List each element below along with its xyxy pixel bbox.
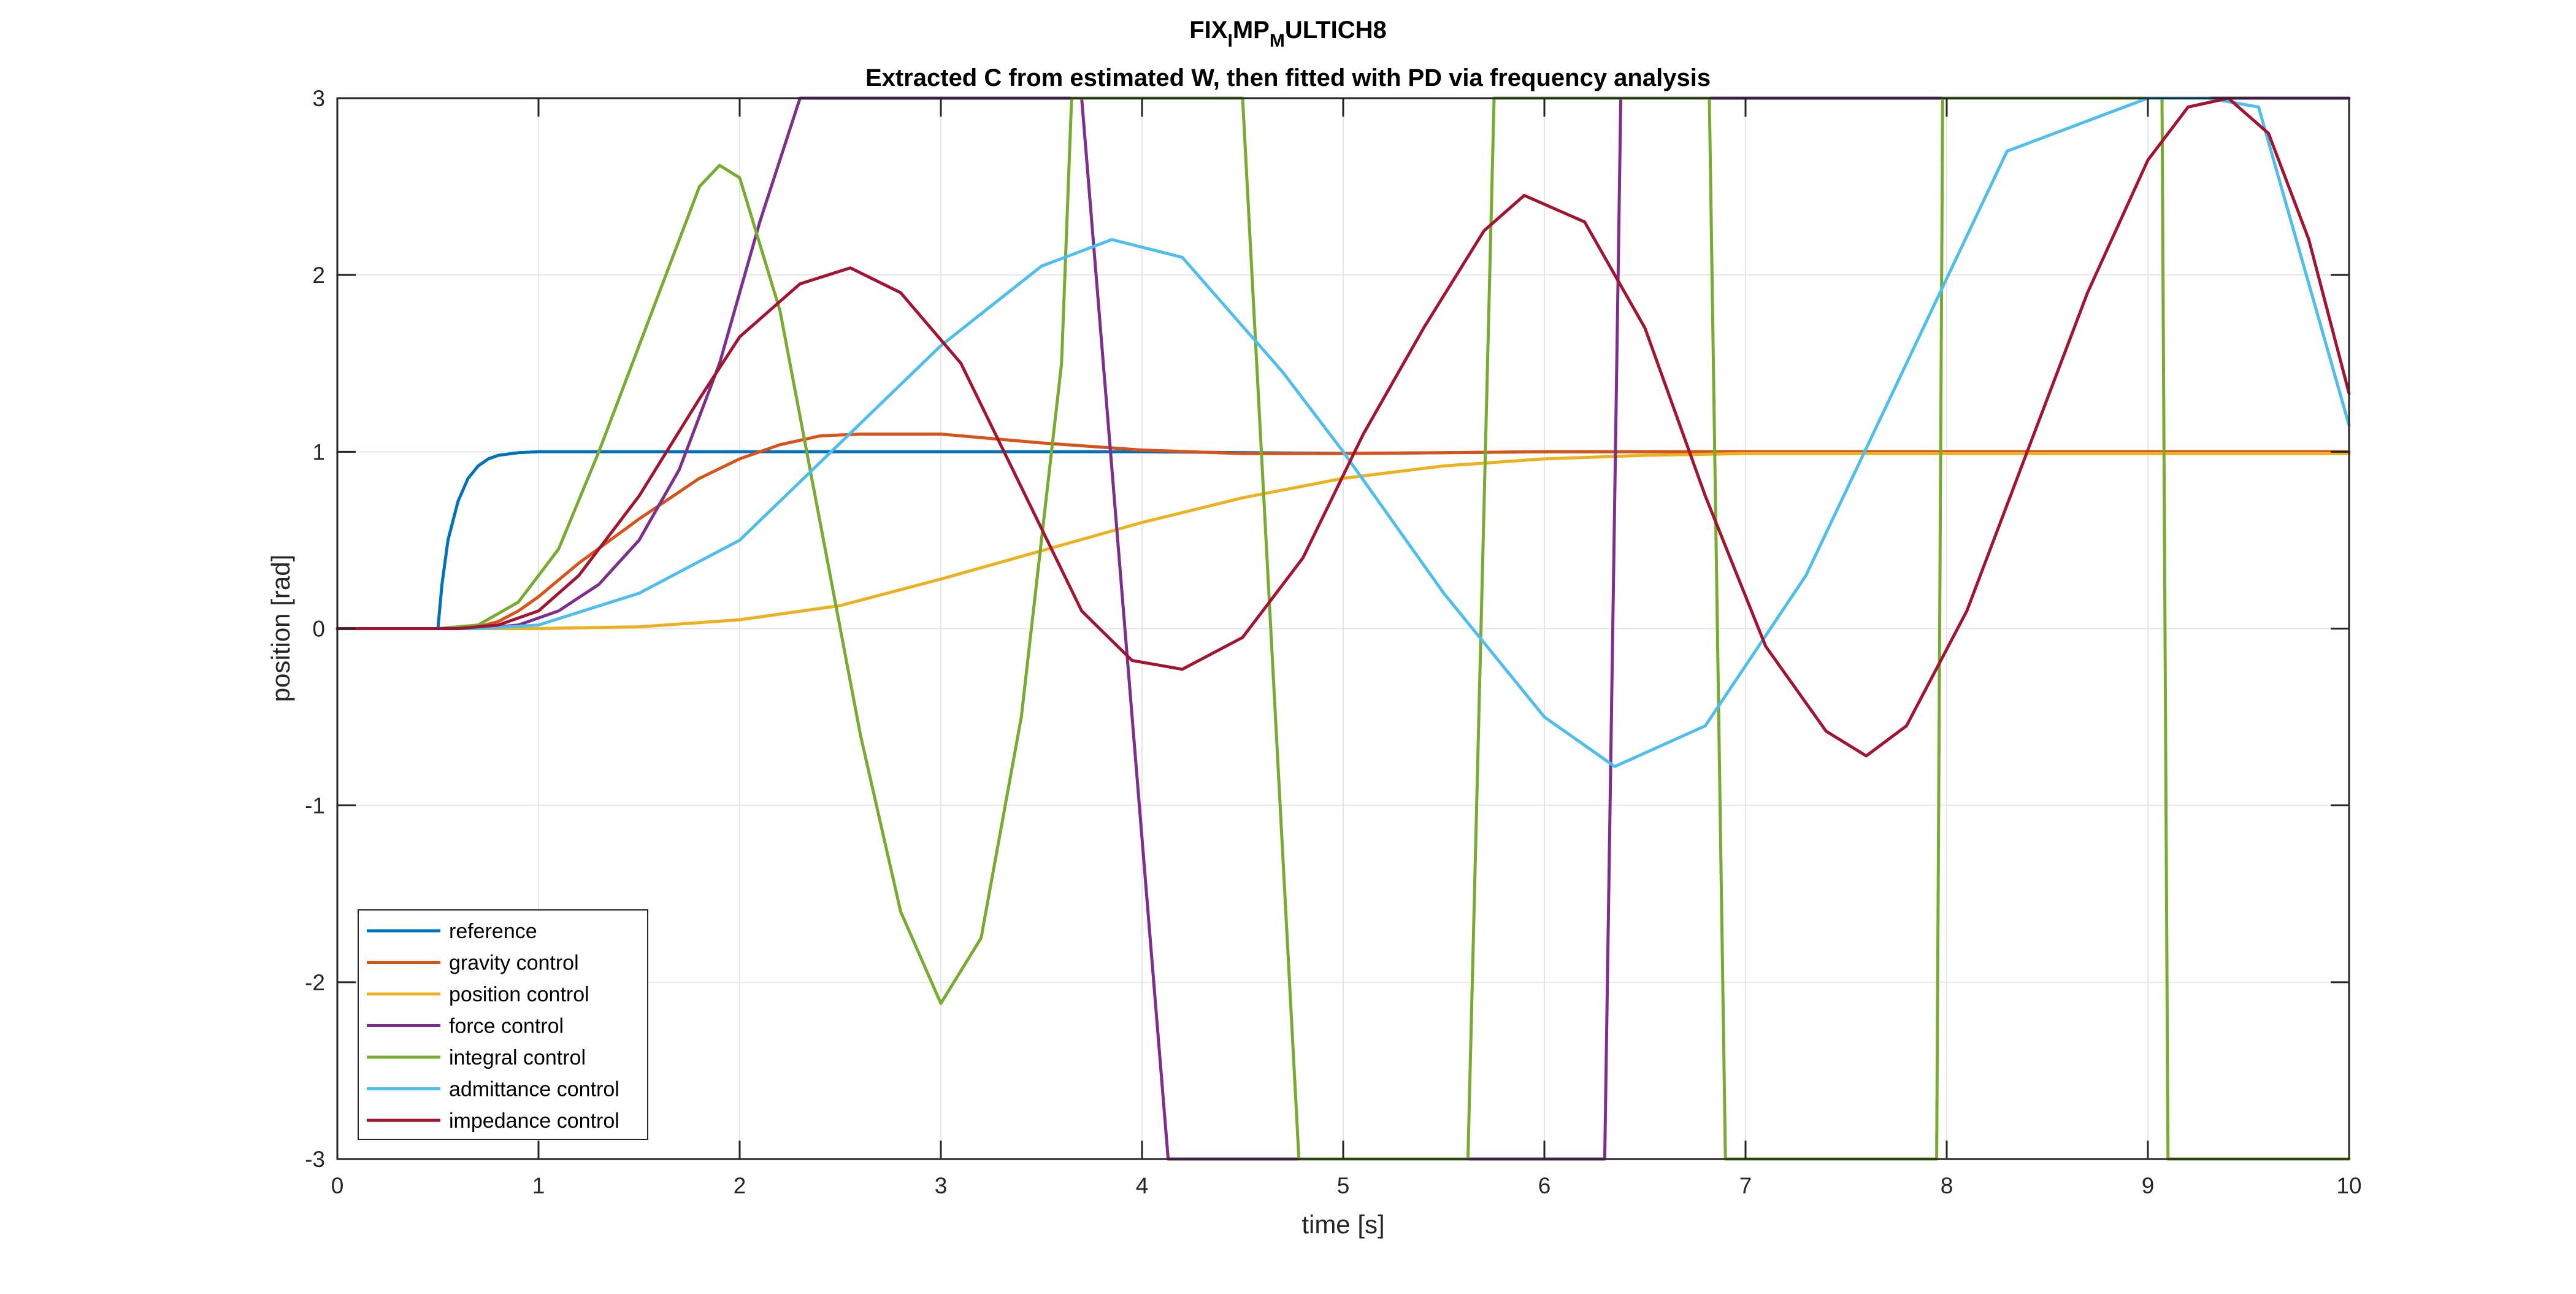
- series-line-admittance-control: [335, 96, 2351, 768]
- chart-subtitle: Extracted C from estimated W, then fitte…: [865, 64, 1711, 91]
- y-tick-label: -3: [305, 1147, 325, 1172]
- y-tick-label: 2: [312, 263, 325, 288]
- series-line-gravity-control: [335, 433, 2351, 630]
- x-tick-label: 5: [1337, 1173, 1350, 1198]
- axis-ticks: 0 1 2 3 4 5 6 7 8 9 10 -3 -2 -1 0 1 2 3: [305, 86, 2361, 1198]
- x-tick-label: 9: [2142, 1173, 2155, 1198]
- legend-box: [358, 909, 648, 1140]
- x-tick-label: 2: [734, 1173, 746, 1198]
- x-tick-label: 3: [935, 1173, 948, 1198]
- legend-label-position-control: position control: [449, 983, 589, 1006]
- x-tick-label: 8: [1941, 1173, 1953, 1198]
- x-tick-label: 6: [1538, 1173, 1551, 1198]
- legend-entries: reference gravity control position control…: [367, 920, 619, 1133]
- y-tick-label: 1: [312, 439, 325, 464]
- x-tick-label: 7: [1739, 1173, 1752, 1198]
- title-part-2: I: [1227, 31, 1232, 51]
- y-tick-label: 3: [312, 86, 325, 111]
- y-tick-label: -1: [305, 793, 325, 818]
- x-axis-label: time [s]: [1301, 1210, 1384, 1239]
- title-part-1: FIX: [1189, 17, 1228, 44]
- chart-title: FIXIMPMULTICH8: [1189, 17, 1387, 51]
- title-part-3: MP: [1233, 17, 1270, 44]
- legend-label-gravity-control: gravity control: [449, 952, 579, 975]
- x-tick-label: 1: [532, 1173, 545, 1198]
- x-tick-label: 0: [331, 1173, 344, 1198]
- title-part-4: M: [1270, 31, 1285, 51]
- series-line-position-control: [335, 452, 2351, 630]
- series-line-impedance-control: [335, 96, 2351, 758]
- legend-label-reference: reference: [449, 920, 537, 943]
- x-tick-label: 10: [2336, 1173, 2361, 1198]
- title-part-5: ULTICH8: [1285, 17, 1387, 44]
- legend: reference gravity control position control…: [358, 909, 648, 1140]
- legend-label-admittance-control: admittance control: [449, 1078, 619, 1101]
- legend-label-force-control: force control: [449, 1015, 564, 1038]
- y-tick-label: 0: [312, 617, 325, 642]
- y-tick-label: -2: [305, 970, 325, 995]
- plot-area: 0 1 2 3 4 5 6 7 8 9 10 -3 -2 -1 0 1 2 3: [305, 86, 2361, 1198]
- x-tick-label: 4: [1136, 1173, 1149, 1198]
- legend-label-integral-control: integral control: [449, 1046, 586, 1069]
- y-axis-label: position [rad]: [266, 555, 295, 702]
- legend-label-impedance-control: impedance control: [449, 1109, 619, 1133]
